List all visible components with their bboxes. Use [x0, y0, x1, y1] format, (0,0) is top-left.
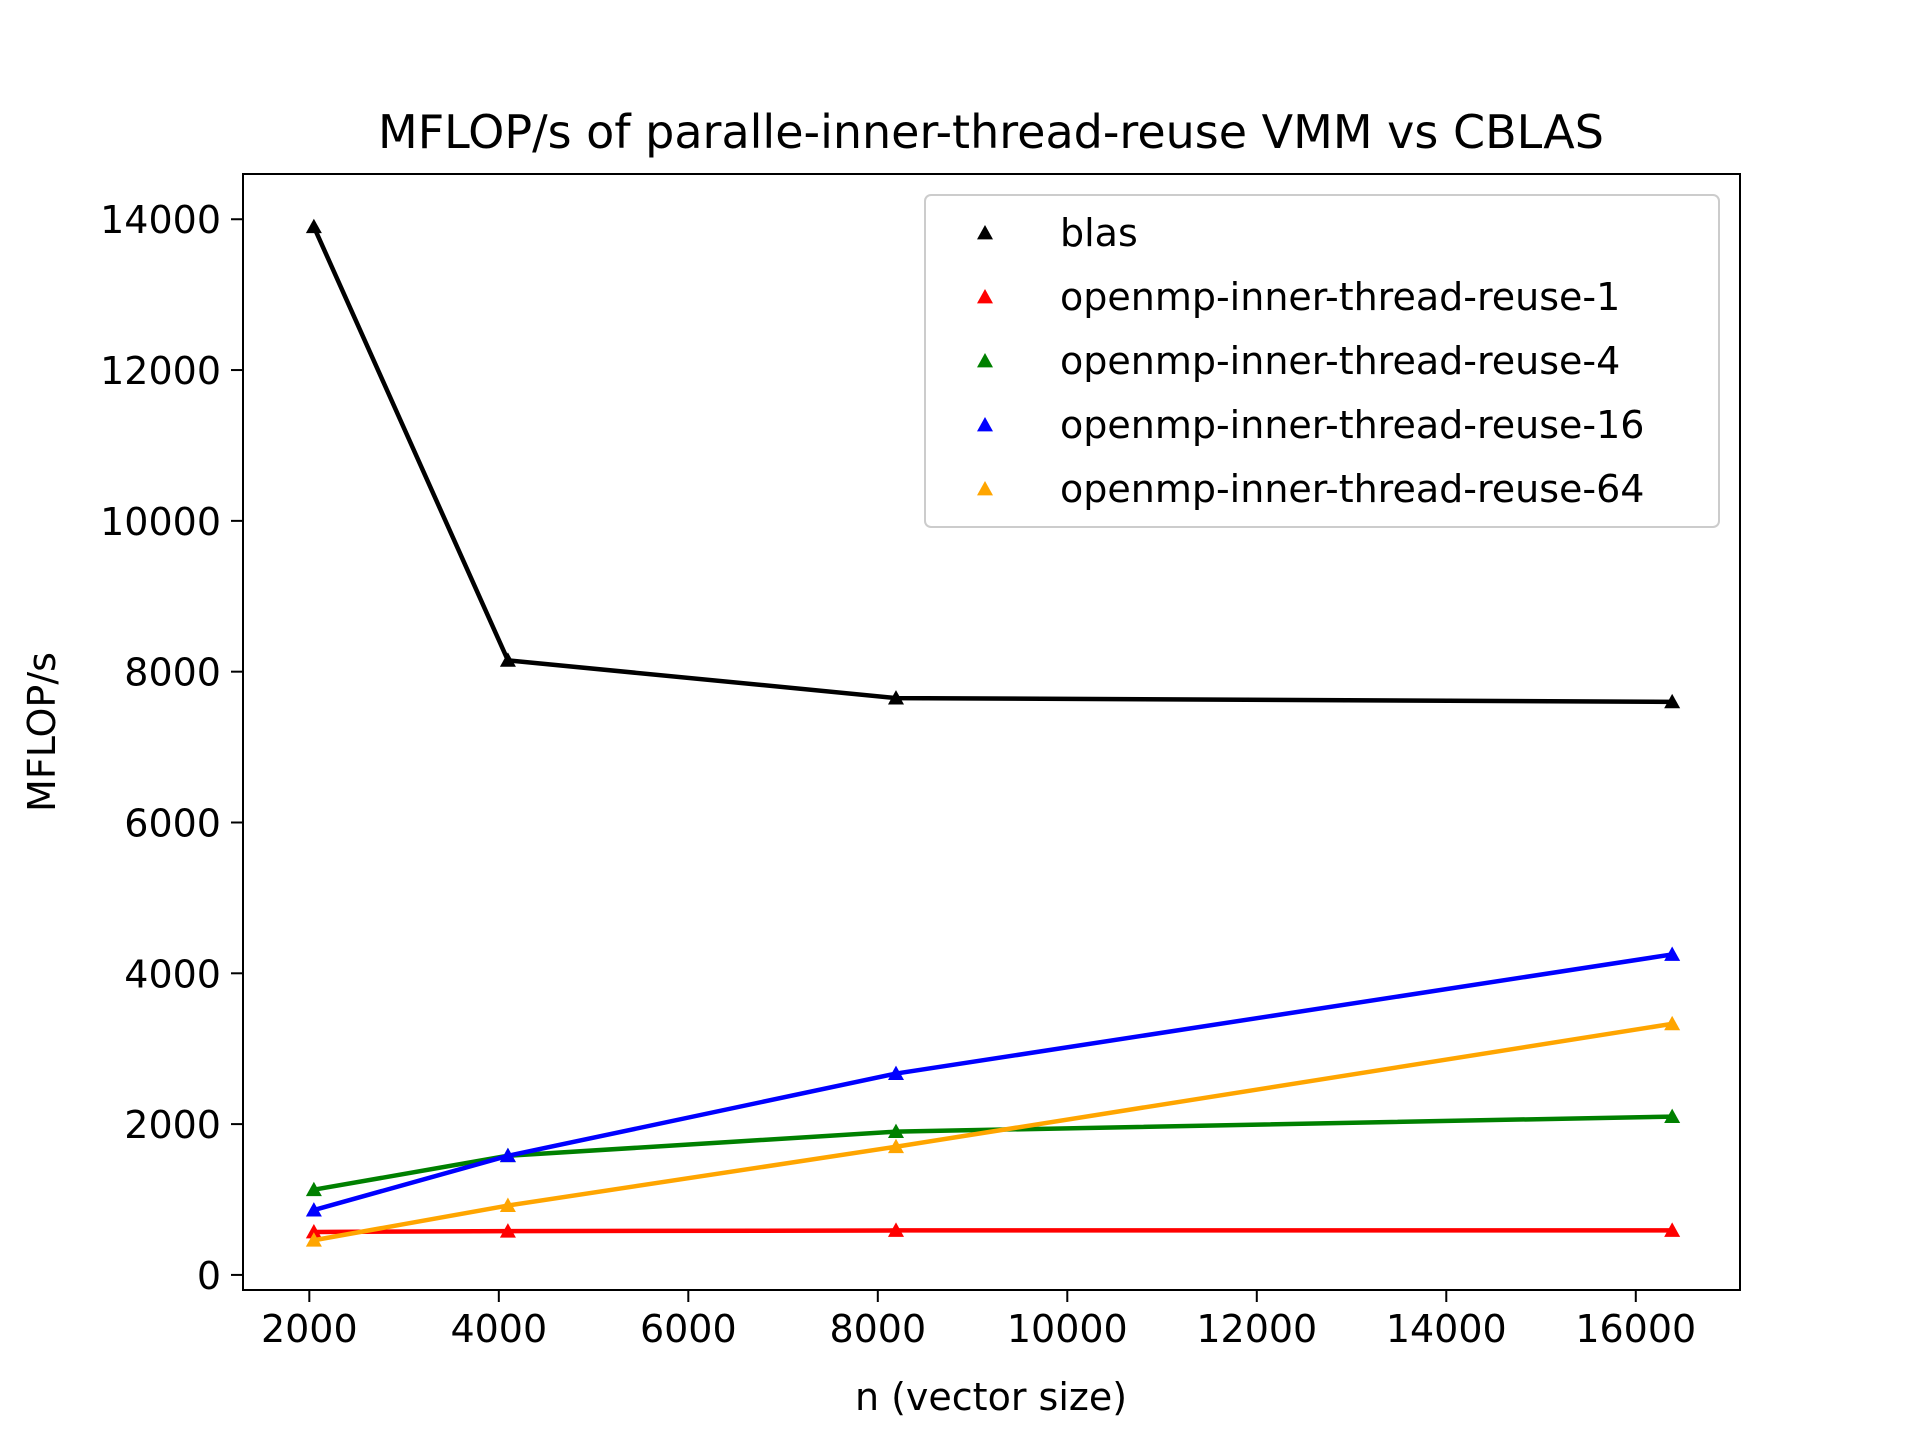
x-tick-label: 12000 [1196, 1307, 1317, 1351]
legend: blas openmp-inner-thread-reuse-1 openmp-in… [924, 194, 1720, 528]
data-point-marker [887, 1123, 904, 1139]
y-tick-label: 10000 [100, 500, 221, 544]
series-openmp-inner-thread-reuse-4 [305, 1108, 1681, 1197]
data-point-marker [1664, 946, 1681, 961]
chart-title: MFLOP/s of paralle-inner-thread-reuse VM… [378, 105, 1604, 159]
legend-marker [977, 225, 993, 240]
plot-frame [242, 173, 1741, 1291]
series-openmp-inner-thread-reuse-16 [305, 946, 1681, 1217]
legend-marker [977, 289, 993, 304]
x-tick-label: 4000 [450, 1307, 547, 1351]
x-tick-label: 16000 [1575, 1307, 1696, 1351]
x-tick-label: 10000 [1007, 1307, 1128, 1351]
axis-ticks: 2000 4000 6000 8000 10000 12000 14000 16000 0 200… [100, 198, 1696, 1351]
x-axis-label: n (vector size) [855, 1375, 1127, 1419]
legend-marker [977, 417, 993, 432]
data-point-marker [305, 218, 322, 234]
data-point-marker [887, 1222, 904, 1237]
data-point-marker [887, 1065, 904, 1080]
legend-box [924, 194, 1720, 528]
series-openmp-inner-thread-reuse-64 [305, 1015, 1681, 1247]
data-point-marker [305, 1223, 322, 1239]
data-point-marker [887, 1138, 904, 1154]
x-tick-label: 8000 [829, 1307, 926, 1351]
y-tick-label: 8000 [124, 651, 221, 695]
legend-marker [977, 353, 993, 368]
data-point-marker [499, 652, 516, 667]
legend-label: openmp-inner-thread-reuse-1 [1060, 275, 1620, 319]
legend-marker [977, 481, 993, 496]
legend-label: openmp-inner-thread-reuse-64 [1060, 467, 1644, 511]
y-tick-label: 6000 [124, 801, 221, 845]
data-point-marker [499, 1197, 516, 1212]
series-line [313, 1228, 1673, 1235]
legend-label: blas [1060, 211, 1138, 255]
x-tick-label: 6000 [640, 1307, 737, 1351]
y-tick-label: 2000 [124, 1103, 221, 1147]
data-point-marker [305, 1181, 322, 1197]
series-blas [305, 218, 1681, 709]
data-point-marker [305, 1232, 322, 1247]
data-point-marker [1664, 693, 1681, 709]
legend-label: openmp-inner-thread-reuse-4 [1060, 339, 1620, 383]
series-line [313, 952, 1673, 1213]
data-point-marker [1664, 1222, 1681, 1237]
series-openmp-inner-thread-reuse-1 [305, 1222, 1681, 1239]
data-point-marker [305, 1202, 322, 1217]
series-layer [305, 218, 1681, 1247]
x-tick-label: 14000 [1386, 1307, 1507, 1351]
legend-label: openmp-inner-thread-reuse-16 [1060, 403, 1644, 447]
y-tick-label: 14000 [100, 198, 221, 242]
y-tick-label: 4000 [124, 952, 221, 996]
data-point-marker [1664, 1015, 1681, 1031]
series-line [311, 225, 1673, 705]
data-point-marker [1664, 1108, 1681, 1123]
y-axis-label: MFLOP/s [20, 652, 64, 812]
x-tick-label: 2000 [261, 1307, 358, 1351]
data-point-marker [887, 690, 904, 705]
data-point-marker [499, 1223, 516, 1238]
series-line [313, 1021, 1673, 1243]
data-point-marker [499, 1147, 516, 1163]
series-line [313, 1114, 1673, 1192]
y-tick-label: 12000 [100, 349, 221, 393]
y-tick-label: 0 [197, 1254, 221, 1298]
